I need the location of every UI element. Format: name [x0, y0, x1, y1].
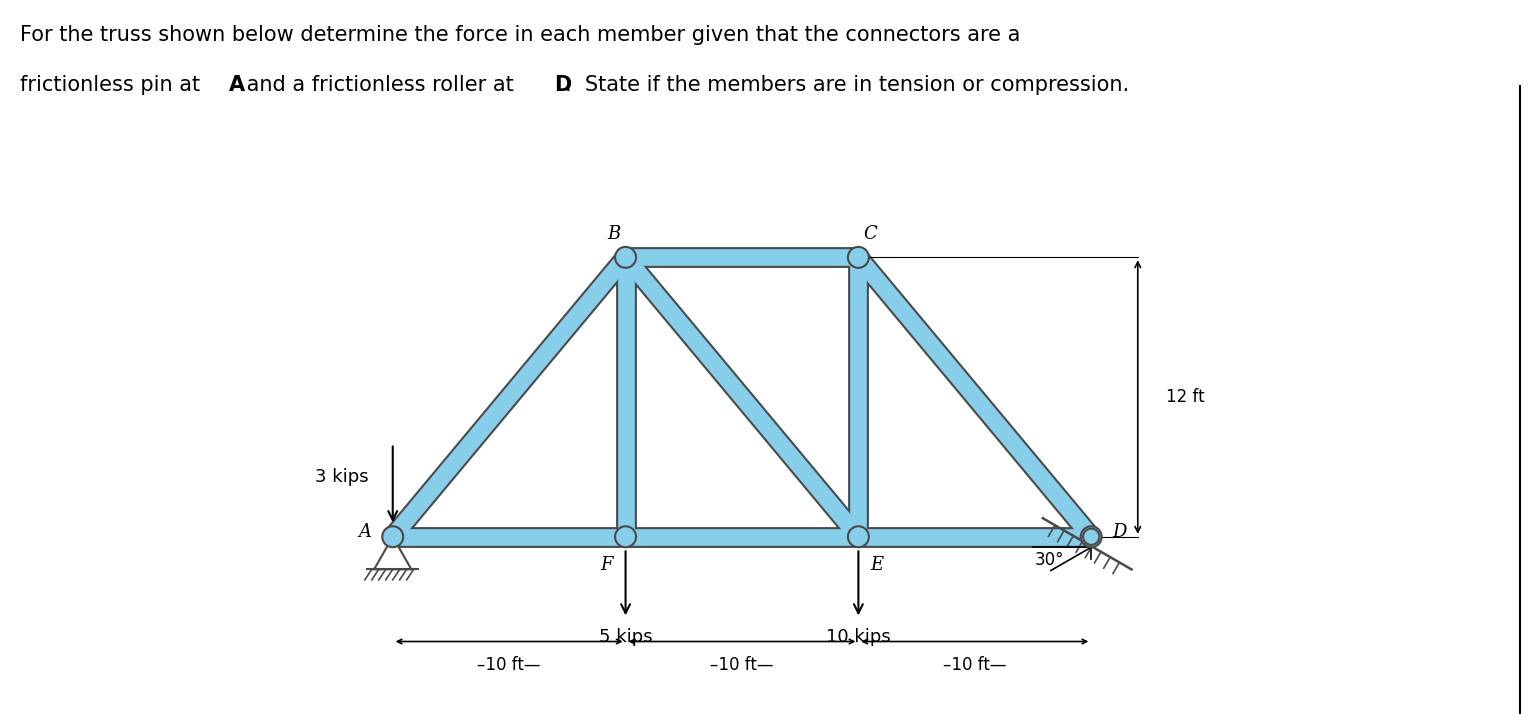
Text: B: B — [608, 225, 620, 243]
Text: 3 kips: 3 kips — [315, 468, 368, 486]
Circle shape — [847, 526, 869, 547]
Text: 30°: 30° — [1035, 551, 1064, 569]
Text: F: F — [601, 555, 614, 573]
Circle shape — [615, 247, 637, 268]
Circle shape — [847, 247, 869, 268]
Text: –10 ft—: –10 ft— — [943, 655, 1006, 674]
Text: For the truss shown below determine the force in each member given that the conn: For the truss shown below determine the … — [20, 25, 1020, 45]
Text: C: C — [863, 225, 877, 243]
Text: A: A — [229, 75, 245, 95]
Circle shape — [1083, 528, 1100, 545]
Text: –10 ft—: –10 ft— — [711, 655, 774, 674]
Text: 10 kips: 10 kips — [826, 628, 891, 646]
Text: E: E — [871, 555, 883, 573]
Text: and a frictionless roller at: and a frictionless roller at — [240, 75, 520, 95]
Circle shape — [615, 526, 637, 547]
Text: D: D — [1112, 523, 1126, 541]
Text: 12 ft: 12 ft — [1166, 388, 1204, 406]
Text: 5 kips: 5 kips — [598, 628, 652, 646]
Text: D: D — [554, 75, 571, 95]
Text: A: A — [358, 523, 371, 541]
Circle shape — [383, 526, 403, 547]
Polygon shape — [374, 537, 411, 569]
Text: frictionless pin at: frictionless pin at — [20, 75, 206, 95]
Text: .  State if the members are in tension or compression.: . State if the members are in tension or… — [564, 75, 1129, 95]
Text: –10 ft—: –10 ft— — [477, 655, 541, 674]
Circle shape — [1081, 526, 1101, 547]
